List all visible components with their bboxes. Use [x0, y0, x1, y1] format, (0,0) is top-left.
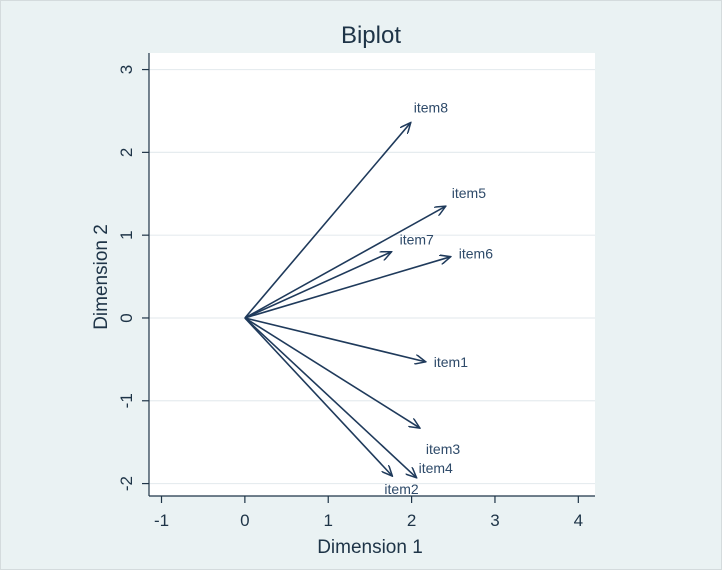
x-axis-title: Dimension 1 — [317, 537, 423, 558]
vector-label-item5: item5 — [452, 185, 486, 201]
y-tick-label: 0 — [117, 313, 136, 322]
x-tick-label: 4 — [574, 511, 583, 530]
plot-area — [149, 53, 595, 496]
vector-label-item6: item6 — [459, 246, 493, 262]
vector-label-item1: item1 — [434, 354, 468, 370]
vector-item2 — [244, 317, 393, 476]
y-tick-label: -2 — [117, 476, 136, 491]
y-tick-label: 3 — [117, 65, 136, 74]
y-tick-label: -1 — [117, 393, 136, 408]
x-tick-label: 2 — [407, 511, 416, 530]
vector-item7 — [244, 252, 392, 319]
vector-label-item8: item8 — [414, 100, 448, 116]
y-axis-title: Dimension 2 — [91, 224, 112, 330]
x-tick-label: 0 — [240, 511, 249, 530]
vector-item6 — [244, 257, 451, 319]
chart-title: Biplot — [341, 22, 401, 49]
vectors — [244, 123, 451, 478]
vector-item1 — [244, 317, 426, 362]
y-tick-label: 1 — [117, 230, 136, 239]
axes: -1 0 1 2 3 4 -2 -1 0 1 2 3 — [117, 53, 595, 530]
vector-item3 — [244, 317, 420, 428]
vector-item4 — [244, 317, 417, 478]
vector-label-item3: item3 — [426, 441, 460, 457]
vector-label-item7: item7 — [400, 232, 434, 248]
x-tick-label: -1 — [154, 511, 169, 530]
vector-label-item4: item4 — [419, 460, 453, 476]
x-tick-label: 1 — [323, 511, 332, 530]
grid-lines — [149, 68, 595, 485]
y-tick-label: 2 — [117, 148, 136, 157]
x-tick-label: 3 — [490, 511, 499, 530]
vector-item8 — [244, 123, 411, 319]
vector-label-item2: item2 — [384, 481, 418, 497]
vector-item5 — [244, 206, 446, 319]
